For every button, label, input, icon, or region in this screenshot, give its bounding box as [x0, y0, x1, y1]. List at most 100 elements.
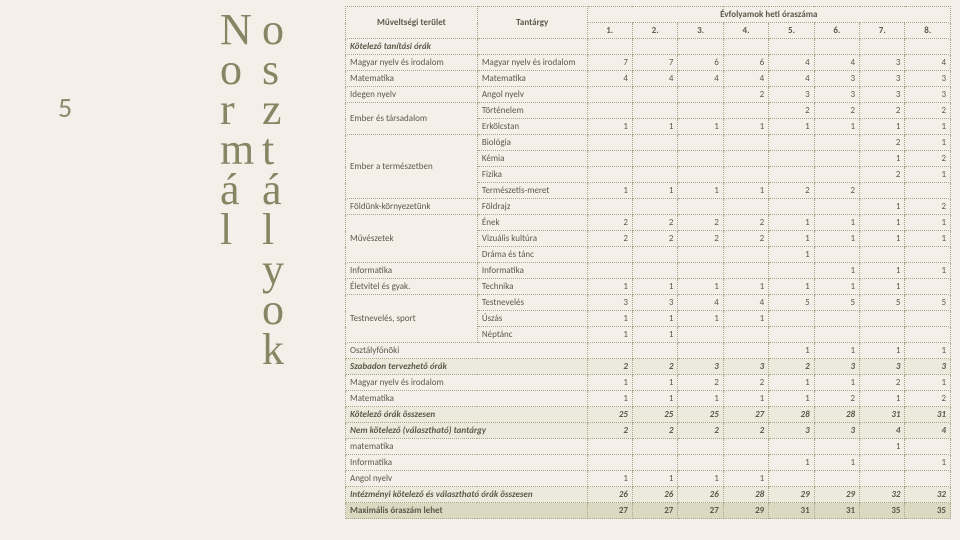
value-cell	[860, 39, 905, 55]
value-cell: 25	[587, 407, 632, 423]
value-cell	[632, 103, 677, 119]
value-cell	[587, 39, 632, 55]
value-cell: 1	[587, 375, 632, 391]
table-row: MatematikaMatematika44444333	[346, 71, 951, 87]
value-cell: 1	[905, 215, 951, 231]
area-cell: Ember és társadalom	[346, 103, 478, 135]
value-cell	[678, 135, 723, 151]
value-cell	[678, 151, 723, 167]
value-cell: 1	[678, 391, 723, 407]
value-cell: 1	[905, 119, 951, 135]
value-cell: 4	[860, 423, 905, 439]
value-cell: 1	[905, 167, 951, 183]
value-cell: 1	[814, 455, 859, 471]
area-cell: Matematika	[346, 71, 478, 87]
subject-cell: Történelem	[477, 103, 587, 119]
value-cell: 3	[769, 87, 814, 103]
value-cell: 2	[814, 103, 859, 119]
header-col-7: 7.	[860, 23, 905, 39]
value-cell: 3	[860, 55, 905, 71]
value-cell	[860, 455, 905, 471]
value-cell: 1	[723, 279, 768, 295]
value-cell: 1	[678, 279, 723, 295]
area-cell: Magyar nyelv és irodalom	[346, 55, 478, 71]
value-cell	[632, 151, 677, 167]
value-cell	[723, 103, 768, 119]
value-cell	[632, 343, 677, 359]
value-cell: 1	[905, 455, 951, 471]
value-cell: 2	[905, 151, 951, 167]
value-cell	[723, 167, 768, 183]
value-cell	[632, 247, 677, 263]
value-cell: 1	[678, 119, 723, 135]
value-cell: 1	[632, 119, 677, 135]
value-cell: 7	[632, 55, 677, 71]
value-cell	[860, 183, 905, 199]
value-cell: 35	[860, 503, 905, 519]
area-cell: Idegen nyelv	[346, 87, 478, 103]
value-cell: 2	[860, 375, 905, 391]
value-cell: 2	[905, 199, 951, 215]
value-cell: 4	[905, 423, 951, 439]
value-cell: 3	[769, 423, 814, 439]
row-label: Osztályfőnöki	[346, 343, 588, 359]
row-label: Intézményi kötelező és választható órák …	[346, 487, 588, 503]
value-cell: 1	[860, 231, 905, 247]
value-cell	[769, 39, 814, 55]
table-row: Informatika111	[346, 455, 951, 471]
header-col-2: 2.	[632, 23, 677, 39]
value-cell: 1	[814, 279, 859, 295]
value-cell: 2	[814, 183, 859, 199]
table-row: matematika 1	[346, 439, 951, 455]
value-cell: 2	[723, 375, 768, 391]
area-cell: Kötelező tanítási órák	[346, 39, 478, 55]
value-cell: 1	[905, 263, 951, 279]
value-cell: 1	[769, 375, 814, 391]
value-cell	[587, 167, 632, 183]
value-cell: 1	[860, 439, 905, 455]
value-cell	[769, 199, 814, 215]
value-cell	[814, 39, 859, 55]
value-cell	[769, 151, 814, 167]
value-cell: 2	[587, 215, 632, 231]
value-cell: 1	[814, 215, 859, 231]
row-label: Angol nyelv	[346, 471, 588, 487]
subject-cell: Erkölcstan	[477, 119, 587, 135]
value-cell	[814, 135, 859, 151]
value-cell	[587, 343, 632, 359]
header-subject: Tantárgy	[477, 7, 587, 39]
header-col-5: 5.	[769, 23, 814, 39]
value-cell: 1	[723, 311, 768, 327]
value-cell: 1	[769, 455, 814, 471]
value-cell	[860, 327, 905, 343]
value-cell: 2	[678, 215, 723, 231]
value-cell: 1	[769, 279, 814, 295]
value-cell: 2	[587, 231, 632, 247]
value-cell	[587, 263, 632, 279]
subject-cell: Informatika	[477, 263, 587, 279]
table-row: InformatikaInformatika111	[346, 263, 951, 279]
value-cell: 26	[632, 487, 677, 503]
value-cell: 7	[587, 55, 632, 71]
value-cell: 2	[678, 231, 723, 247]
value-cell: 1	[678, 311, 723, 327]
value-cell: 3	[678, 359, 723, 375]
table-row: Osztályfőnöki1111	[346, 343, 951, 359]
value-cell: 1	[723, 471, 768, 487]
page-number: 5	[58, 90, 72, 125]
row-label: Nem kötelező (választható) tantárgy	[346, 423, 588, 439]
value-cell: 2	[723, 231, 768, 247]
value-cell	[587, 135, 632, 151]
row-label: matematika	[346, 439, 588, 455]
value-cell: 1	[587, 279, 632, 295]
value-cell	[723, 135, 768, 151]
value-cell	[905, 311, 951, 327]
area-cell: Földünk-környezetünk	[346, 199, 478, 215]
table-row: Életvitel és gyak.Technika1111111	[346, 279, 951, 295]
value-cell: 5	[905, 295, 951, 311]
subject-cell: Angol nyelv	[477, 87, 587, 103]
table-body: Kötelező tanítási órákMagyar nyelv és ir…	[346, 39, 951, 519]
value-cell: 1	[723, 119, 768, 135]
value-cell	[632, 167, 677, 183]
subject-cell: Matematika	[477, 71, 587, 87]
